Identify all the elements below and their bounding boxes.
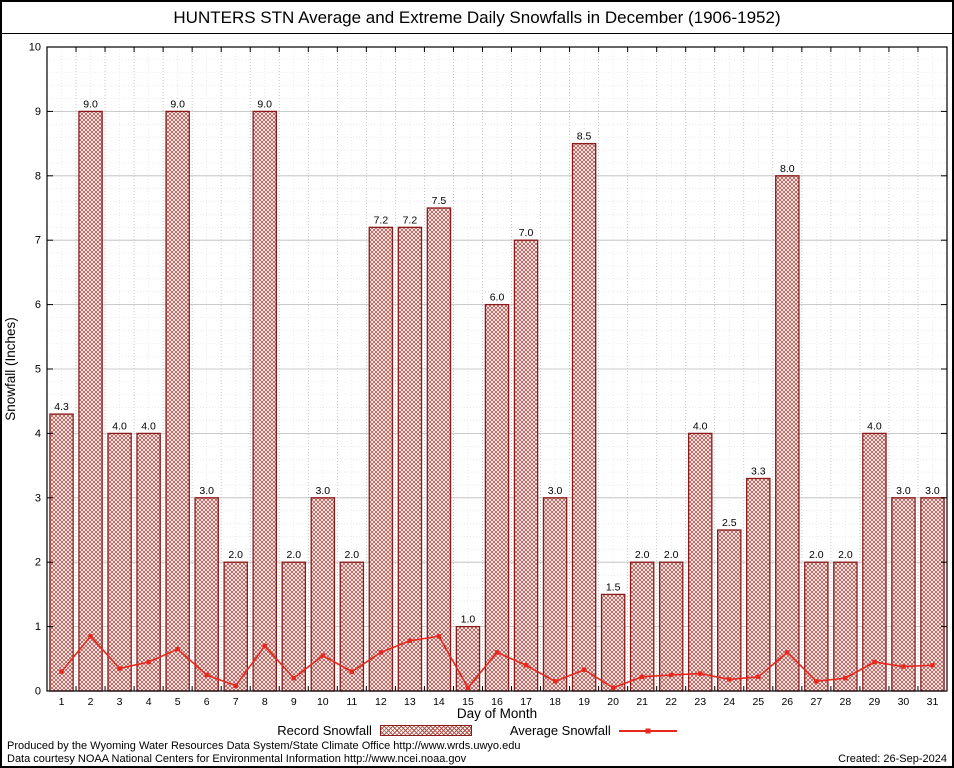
- svg-text:Snowfall (Inches): Snowfall (Inches): [3, 317, 18, 421]
- legend-average-group: Average Snowfall: [510, 723, 677, 738]
- svg-text:2.0: 2.0: [228, 549, 243, 561]
- svg-text:4: 4: [35, 428, 41, 440]
- svg-text:9: 9: [291, 696, 297, 708]
- footer-line-1: Produced by the Wyoming Water Resources …: [7, 740, 521, 752]
- svg-text:9: 9: [35, 106, 41, 118]
- svg-text:2.0: 2.0: [838, 549, 853, 561]
- svg-text:5: 5: [175, 696, 181, 708]
- svg-text:0: 0: [35, 686, 41, 698]
- chart-title: HUNTERS STN Average and Extreme Daily Sn…: [2, 2, 952, 34]
- svg-text:1.0: 1.0: [461, 614, 476, 626]
- svg-text:8.5: 8.5: [577, 131, 592, 143]
- svg-text:2.0: 2.0: [664, 549, 679, 561]
- svg-text:6: 6: [204, 696, 210, 708]
- svg-text:7.2: 7.2: [403, 214, 418, 226]
- legend-average-label: Average Snowfall: [509, 723, 611, 738]
- svg-text:7.0: 7.0: [519, 227, 534, 239]
- svg-text:21: 21: [636, 696, 648, 708]
- svg-text:1: 1: [35, 621, 41, 633]
- svg-text:12: 12: [375, 696, 387, 708]
- svg-text:25: 25: [752, 696, 764, 708]
- svg-text:31: 31: [927, 696, 939, 708]
- svg-text:8.0: 8.0: [780, 163, 795, 175]
- svg-text:22: 22: [665, 696, 677, 708]
- legend: Record Snowfall Average Snowfall: [2, 722, 952, 739]
- svg-text:7: 7: [233, 696, 239, 708]
- svg-text:9.0: 9.0: [257, 98, 272, 110]
- line-marker-icon: [645, 728, 651, 733]
- svg-text:Day of Month: Day of Month: [457, 706, 537, 721]
- svg-text:9.0: 9.0: [83, 98, 98, 110]
- svg-text:4.3: 4.3: [54, 401, 69, 413]
- svg-text:3: 3: [35, 492, 41, 504]
- svg-text:28: 28: [840, 696, 852, 708]
- svg-text:2: 2: [88, 696, 94, 708]
- svg-text:23: 23: [694, 696, 706, 708]
- svg-text:20: 20: [607, 696, 619, 708]
- svg-text:3: 3: [117, 696, 123, 708]
- legend-record-group: Record Snowfall: [277, 723, 472, 738]
- svg-text:8: 8: [35, 170, 41, 182]
- average-snowfall-swatch: [618, 728, 677, 733]
- legend-record-label: Record Snowfall: [277, 723, 372, 738]
- footer: Produced by the Wyoming Water Resources …: [2, 739, 952, 766]
- svg-text:15: 15: [462, 696, 474, 708]
- svg-text:4.0: 4.0: [141, 420, 156, 432]
- svg-text:24: 24: [723, 696, 735, 708]
- svg-text:3.0: 3.0: [925, 485, 940, 497]
- svg-text:3.3: 3.3: [751, 465, 766, 477]
- svg-text:19: 19: [578, 696, 590, 708]
- svg-text:29: 29: [869, 696, 881, 708]
- svg-text:2.0: 2.0: [345, 549, 360, 561]
- created-date: Created: 26-Sep-2024: [838, 753, 947, 765]
- svg-text:3.0: 3.0: [896, 485, 911, 497]
- svg-text:4: 4: [146, 696, 152, 708]
- svg-text:7.5: 7.5: [432, 195, 447, 207]
- svg-text:3.0: 3.0: [316, 485, 331, 497]
- svg-text:6.0: 6.0: [490, 292, 505, 304]
- svg-text:2: 2: [35, 557, 41, 569]
- svg-text:10: 10: [29, 42, 41, 54]
- svg-text:4.0: 4.0: [112, 420, 127, 432]
- svg-text:3.0: 3.0: [548, 485, 563, 497]
- svg-text:16: 16: [491, 696, 503, 708]
- svg-text:1: 1: [59, 696, 65, 708]
- svg-text:10: 10: [317, 696, 329, 708]
- svg-text:7.2: 7.2: [374, 214, 389, 226]
- svg-text:17: 17: [520, 696, 532, 708]
- svg-text:4.0: 4.0: [693, 420, 708, 432]
- svg-text:2.0: 2.0: [286, 549, 301, 561]
- svg-text:2.0: 2.0: [635, 549, 650, 561]
- footer-line-2: Data courtesy NOAA National Centers for …: [7, 753, 467, 765]
- svg-text:8: 8: [262, 696, 268, 708]
- svg-text:6: 6: [35, 299, 41, 311]
- svg-text:3.0: 3.0: [199, 485, 214, 497]
- svg-text:5: 5: [35, 364, 41, 376]
- svg-text:7: 7: [35, 235, 41, 247]
- svg-text:26: 26: [781, 696, 793, 708]
- svg-text:2.5: 2.5: [722, 517, 737, 529]
- svg-text:2.0: 2.0: [809, 549, 824, 561]
- svg-text:1.5: 1.5: [606, 581, 621, 593]
- svg-text:11: 11: [346, 696, 357, 708]
- svg-text:14: 14: [433, 696, 445, 708]
- svg-text:13: 13: [404, 696, 416, 708]
- svg-text:9.0: 9.0: [170, 98, 185, 110]
- svg-text:30: 30: [898, 696, 910, 708]
- svg-text:27: 27: [811, 696, 823, 708]
- record-snowfall-swatch: [379, 725, 472, 736]
- svg-text:18: 18: [549, 696, 561, 708]
- svg-text:4.0: 4.0: [867, 420, 882, 432]
